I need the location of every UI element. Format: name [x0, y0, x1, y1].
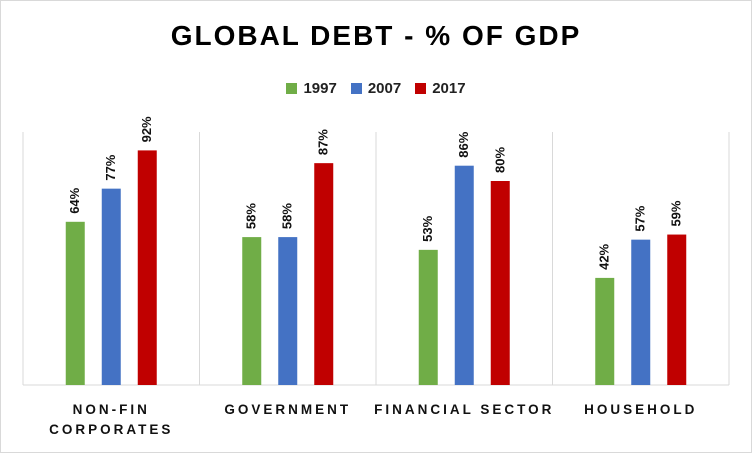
legend-swatch-2017: [415, 83, 427, 94]
legend-item-2017: 2017: [415, 80, 466, 97]
data-label-2007-cat-3: 57%: [633, 205, 648, 231]
legend-label-2007: 2007: [367, 80, 402, 97]
bar-1997-cat-2: [418, 249, 438, 385]
x-tick-label-0-line-1: CORPORATES: [49, 422, 173, 437]
legend-label-2017: 2017: [432, 80, 466, 97]
data-label-1997-cat-0: 64%: [67, 187, 82, 213]
bar-2007-cat-1: [278, 237, 298, 385]
bar-2017-cat-3: [667, 234, 687, 385]
legend-item-2007: 2007: [350, 80, 402, 97]
x-tick-label-1-line-0: GOVERNMENT: [224, 402, 351, 417]
data-label-2017-cat-2: 80%: [492, 147, 507, 173]
data-label-1997-cat-1: 58%: [244, 203, 259, 229]
bar-2017-cat-2: [490, 181, 510, 385]
bar-2017-cat-0: [137, 150, 157, 385]
data-label-2017-cat-0: 92%: [139, 116, 154, 142]
x-tick-label-0-line-0: NON-FIN: [73, 402, 150, 417]
legend-label-1997: 1997: [303, 80, 337, 97]
legend: 1997 2007 2017: [0, 80, 752, 97]
data-label-2017-cat-3: 59%: [669, 200, 684, 226]
bar-1997-cat-0: [65, 221, 85, 385]
chart-title: GLOBAL DEBT - % OF GDP: [170, 20, 582, 51]
data-label-2017-cat-1: 87%: [316, 129, 331, 155]
data-label-2007-cat-2: 86%: [456, 131, 471, 157]
bar-2017-cat-1: [314, 163, 334, 385]
data-label-1997-cat-2: 53%: [420, 215, 435, 241]
bar-2007-cat-2: [454, 165, 474, 385]
bar-2007-cat-0: [101, 188, 121, 385]
data-label-2007-cat-0: 77%: [103, 154, 118, 180]
x-tick-label-3-line-0: HOUSEHOLD: [584, 402, 697, 417]
legend-swatch-2007: [350, 83, 362, 94]
bar-1997-cat-3: [595, 277, 615, 385]
x-tick-label-2-line-0: FINANCIAL SECTOR: [374, 402, 554, 417]
legend-item-1997: 1997: [286, 80, 337, 97]
data-label-1997-cat-3: 42%: [597, 243, 612, 269]
data-label-2007-cat-1: 58%: [280, 203, 295, 229]
legend-swatch-1997: [286, 83, 298, 94]
bar-2007-cat-3: [631, 239, 651, 385]
bar-1997-cat-1: [242, 237, 262, 385]
